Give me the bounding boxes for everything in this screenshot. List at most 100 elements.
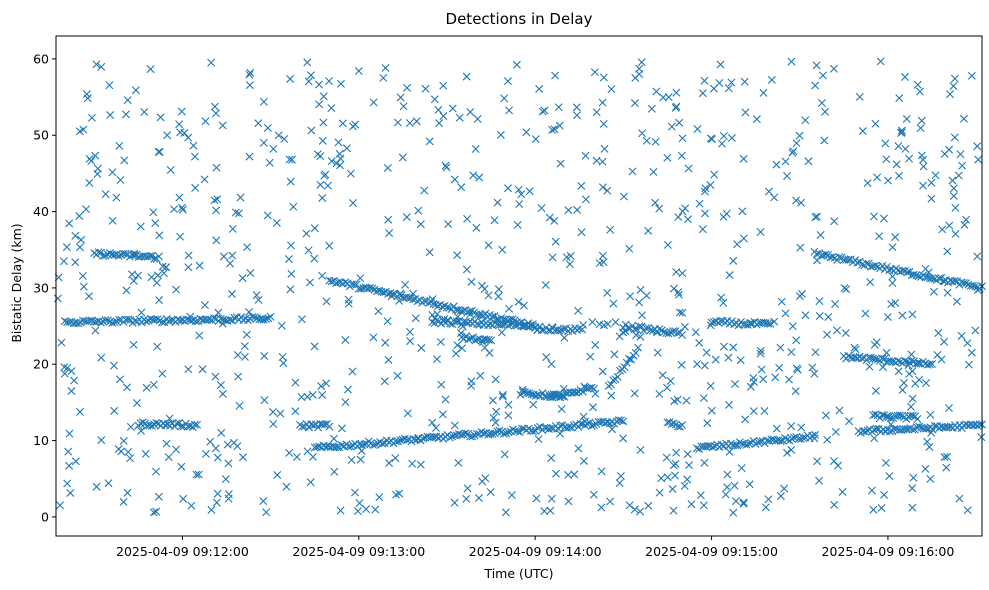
data-point	[155, 231, 164, 240]
data-point	[383, 163, 392, 172]
data-point	[892, 160, 901, 169]
data-point	[212, 206, 221, 215]
data-point	[908, 411, 917, 420]
data-point	[449, 302, 458, 311]
data-point	[336, 161, 345, 170]
data-point	[770, 317, 779, 326]
data-point	[211, 372, 220, 381]
data-point	[655, 488, 664, 497]
data-point	[727, 134, 736, 143]
data-point	[532, 494, 541, 503]
data-point	[610, 350, 619, 359]
data-point	[403, 435, 412, 444]
data-point	[471, 336, 480, 345]
data-point	[693, 360, 702, 369]
data-point	[927, 178, 936, 187]
data-point	[884, 176, 893, 185]
data-point	[53, 294, 62, 303]
data-point	[660, 328, 669, 337]
data-point	[106, 111, 115, 120]
data-point	[637, 58, 646, 67]
data-point	[700, 458, 709, 467]
data-point	[866, 278, 875, 287]
data-point	[581, 151, 590, 160]
data-point	[334, 138, 343, 147]
data-point	[450, 431, 459, 440]
data-point	[574, 444, 583, 453]
data-point	[320, 420, 329, 429]
data-point	[152, 278, 161, 287]
data-point	[534, 435, 543, 444]
data-point	[677, 360, 686, 369]
data-point	[119, 436, 128, 445]
data-point	[471, 145, 480, 153]
data-point	[880, 354, 889, 363]
data-point	[399, 102, 408, 111]
data-point	[871, 261, 880, 270]
data-point	[672, 102, 681, 111]
data-point	[611, 318, 620, 327]
data-point	[219, 315, 228, 324]
data-point	[79, 125, 88, 134]
data-point	[253, 314, 262, 323]
data-point	[498, 245, 507, 254]
data-point	[212, 236, 221, 245]
data-point	[520, 387, 529, 396]
data-point	[599, 73, 608, 82]
data-point	[771, 373, 780, 382]
data-point	[729, 256, 738, 265]
data-point	[749, 377, 758, 386]
data-point	[488, 312, 497, 321]
data-point	[92, 60, 101, 69]
data-point	[698, 225, 707, 234]
data-point	[489, 396, 497, 405]
data-point	[155, 296, 164, 305]
data-point	[505, 106, 514, 115]
data-point	[380, 377, 389, 386]
data-point	[289, 202, 298, 211]
data-point	[716, 60, 725, 69]
data-point	[297, 315, 306, 324]
data-point	[152, 507, 161, 516]
data-point	[276, 409, 285, 418]
data-point	[462, 331, 471, 340]
data-point	[597, 503, 606, 512]
data-point	[206, 437, 215, 446]
data-point	[349, 198, 358, 207]
data-point	[430, 95, 439, 104]
data-point	[776, 343, 785, 352]
data-point	[101, 190, 110, 199]
data-point	[497, 314, 506, 323]
data-point	[140, 108, 149, 116]
data-point	[455, 113, 464, 122]
data-point	[872, 424, 881, 433]
data-point	[93, 170, 102, 179]
data-point	[504, 411, 513, 420]
data-point	[637, 322, 646, 331]
data-point	[898, 266, 907, 275]
data-point	[63, 363, 72, 372]
data-point	[459, 317, 468, 326]
data-point	[323, 181, 332, 190]
data-point	[66, 488, 75, 497]
data-point	[813, 457, 822, 466]
data-point	[692, 444, 701, 453]
data-point	[598, 183, 607, 192]
data-point	[678, 421, 687, 430]
data-point	[664, 93, 673, 102]
data-point	[348, 367, 357, 376]
data-point	[494, 285, 503, 294]
data-point	[132, 399, 141, 407]
data-point	[499, 429, 508, 438]
data-point	[635, 298, 644, 307]
data-point	[908, 310, 917, 319]
data-point	[649, 167, 658, 176]
data-point	[973, 421, 982, 430]
data-point	[378, 439, 387, 448]
data-point	[662, 453, 671, 462]
data-point	[500, 94, 509, 103]
data-point	[756, 349, 765, 358]
data-point	[291, 378, 300, 387]
data-point	[725, 271, 734, 280]
data-point	[175, 120, 184, 129]
